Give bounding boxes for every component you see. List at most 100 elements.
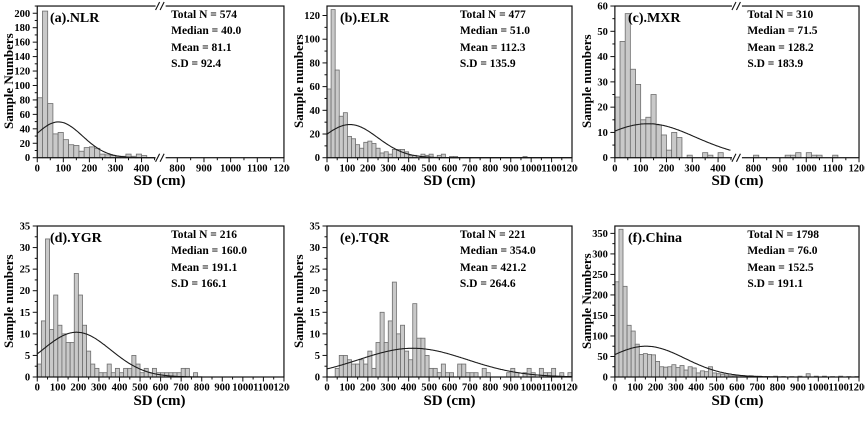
histogram-bar xyxy=(404,350,410,378)
stat-median: Median = 71.5 xyxy=(747,25,818,38)
stat-median: Median = 160.0 xyxy=(171,245,247,258)
y-axis-tick-label: 10 xyxy=(597,128,607,139)
y-axis-tick-label: 35 xyxy=(310,222,321,233)
y-axis-tick-label: 50 xyxy=(597,352,607,363)
panel-label: (f).China xyxy=(628,231,683,246)
x-axis-tick-label: 900 xyxy=(196,163,212,174)
x-axis-title: SD (cm) xyxy=(711,393,764,409)
histogram-bar xyxy=(68,144,75,159)
y-axis-tick-label: 20 xyxy=(597,103,607,114)
stat-sd: S.D = 264.6 xyxy=(459,277,516,290)
x-axis-tick-label: 1100 xyxy=(541,163,561,174)
histogram-bar xyxy=(485,372,491,378)
histogram-bar xyxy=(391,281,397,378)
histogram-bar xyxy=(671,132,678,159)
axis-break-slash xyxy=(735,153,741,162)
histogram-bar xyxy=(127,367,133,378)
x-axis-tick-label: 800 xyxy=(169,163,185,174)
histogram-bar xyxy=(457,363,463,378)
histogram-bar xyxy=(379,311,385,378)
x-axis-tick-label: 800 xyxy=(482,383,498,394)
histogram-bar xyxy=(57,324,63,378)
histogram-bar xyxy=(326,88,332,159)
histogram-bar xyxy=(391,149,397,159)
y-axis-tick-label: 160 xyxy=(14,38,30,49)
x-axis-tick-label: 300 xyxy=(684,163,700,174)
x-axis-tick-label: 1000 xyxy=(232,383,253,394)
histogram-bar xyxy=(375,342,381,378)
x-axis-tick-label: 600 xyxy=(153,383,169,394)
y-axis-tick-label: 0 xyxy=(603,153,608,164)
x-axis-tick-label: 0 xyxy=(324,163,329,174)
x-axis-tick-label: 300 xyxy=(380,163,396,174)
y-axis-tick-label: 180 xyxy=(14,23,30,34)
x-axis-tick-label: 100 xyxy=(627,382,643,393)
histogram-bar xyxy=(355,144,361,159)
y-axis-tick-label: 40 xyxy=(597,52,607,63)
stat-sd: S.D = 135.9 xyxy=(459,57,516,70)
histogram-bar xyxy=(514,372,520,378)
stats-box: Total N = 1798 Median = 76.0 Mean = 152.… xyxy=(747,227,819,292)
histogram-bar xyxy=(691,367,697,378)
panel-label: (b).ELR xyxy=(340,11,390,26)
histogram-bar xyxy=(412,303,418,378)
panel-label: (d).YGR xyxy=(50,231,102,246)
x-axis-tick-label: 200 xyxy=(360,383,376,394)
y-axis-tick-label: 15 xyxy=(310,308,321,319)
y-axis-tick-label: 200 xyxy=(14,9,30,20)
panel-b-elr: 0 20 40 60 80 100 120 0 100 200 300 400 500 600 700 800… xyxy=(290,0,578,220)
histogram-bar xyxy=(359,359,365,378)
x-axis-tick-label: 700 xyxy=(462,163,478,174)
axis-break-gap xyxy=(731,2,742,10)
y-axis-tick-label: 25 xyxy=(20,265,31,276)
stat-mean: Mean = 128.2 xyxy=(747,41,814,54)
y-axis-tick-label: 60 xyxy=(20,110,31,121)
y-axis-tick-label: 80 xyxy=(310,58,320,69)
histogram-bar xyxy=(164,372,170,378)
stats-box: Total N = 221 Median = 354.0 Mean = 421.… xyxy=(460,227,536,292)
histogram-bar xyxy=(629,68,636,159)
x-axis-tick-label: 100 xyxy=(50,383,66,394)
histogram-bar xyxy=(367,140,373,159)
y-axis-tick-label: 60 xyxy=(597,2,607,13)
stat-median: Median = 76.0 xyxy=(747,245,818,258)
histogram-plot-c: 0 10 20 30 40 50 60 0 100 200 300 400 800 900 1000 1100… xyxy=(597,2,865,175)
y-axis-tick-label: 30 xyxy=(20,243,31,254)
histogram-bar xyxy=(363,363,369,378)
histogram-bar xyxy=(110,372,116,378)
histogram-bar xyxy=(699,370,705,378)
x-axis-tick-label: 900 xyxy=(772,163,788,174)
histogram-bar xyxy=(342,355,348,378)
histogram-bar xyxy=(90,363,96,378)
histogram-bar xyxy=(436,372,442,378)
y-axis-title: Sample numbers xyxy=(291,254,306,349)
y-axis-title: Sample Numbers xyxy=(579,253,594,350)
histogram-bar xyxy=(624,13,631,159)
x-axis-tick-label: 200 xyxy=(648,382,664,393)
histogram-bar xyxy=(679,365,685,378)
histogram-bar xyxy=(428,367,434,378)
panel-label: (c).MXR xyxy=(628,11,681,26)
x-axis-tick-label: 100 xyxy=(340,163,356,174)
histogram-bar xyxy=(543,372,548,378)
histogram-bar xyxy=(57,132,64,159)
y-axis-tick-label: 80 xyxy=(20,95,31,106)
histogram-bar xyxy=(363,141,369,159)
axis-break-slash xyxy=(159,153,165,162)
histogram-bar xyxy=(469,372,475,378)
histogram-bar xyxy=(510,367,516,378)
stat-total-n: Total N = 221 xyxy=(459,229,526,241)
x-axis-title: SD (cm) xyxy=(423,173,476,189)
histogram-bar xyxy=(42,10,49,159)
axis-break-slash xyxy=(731,153,737,162)
stat-total-n: Total N = 310 xyxy=(747,9,814,21)
stat-median: Median = 354.0 xyxy=(459,245,536,258)
y-axis-tick-label: 0 xyxy=(25,153,30,164)
histogram-bar xyxy=(408,359,414,378)
x-axis-tick-label: 500 xyxy=(709,382,725,393)
histogram-bar xyxy=(73,273,79,378)
x-axis-tick-label: 900 xyxy=(214,383,230,394)
axis-break-slash xyxy=(155,153,161,162)
x-axis-tick-label: 100 xyxy=(55,163,71,174)
